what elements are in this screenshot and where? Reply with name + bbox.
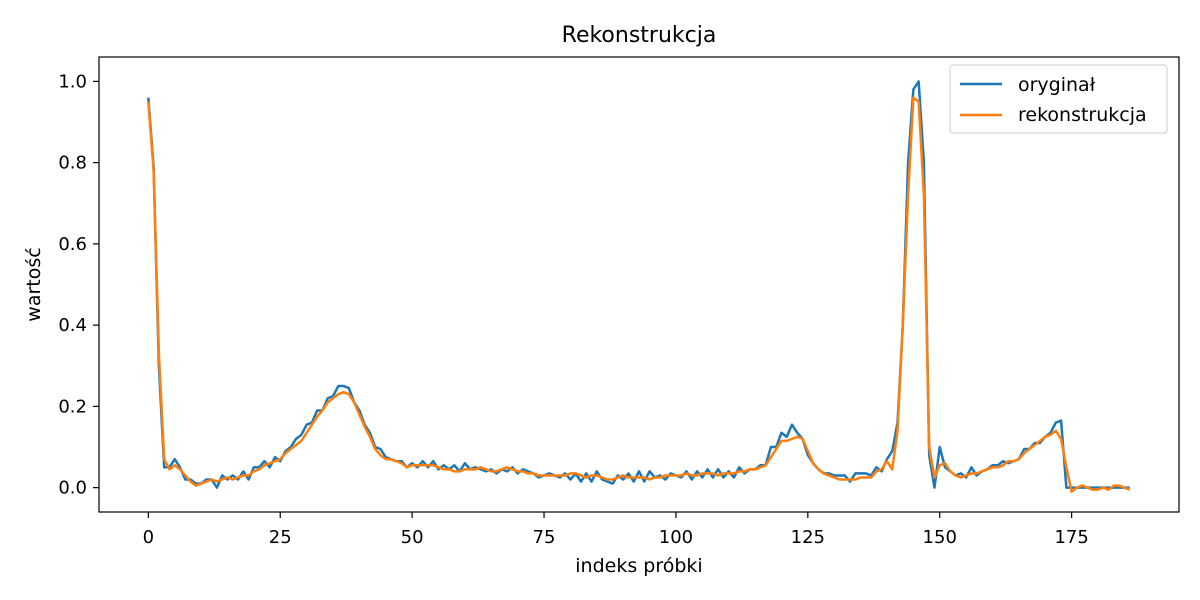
legend-label-oryginal: oryginał bbox=[1018, 74, 1096, 96]
y-tick-label: 0.0 bbox=[58, 478, 87, 499]
legend-label-rekonstrukcja: rekonstrukcja bbox=[1018, 104, 1147, 126]
y-tick-label: 0.8 bbox=[58, 153, 87, 174]
y-tick-label: 0.4 bbox=[58, 315, 87, 336]
x-tick-label: 100 bbox=[659, 527, 693, 548]
y-tick-label: 0.6 bbox=[58, 234, 87, 255]
x-tick-label: 150 bbox=[923, 527, 957, 548]
chart-title: Rekonstrukcja bbox=[562, 23, 717, 48]
series-line-rekonstrukcja bbox=[147, 96, 1131, 493]
plot-area-frame bbox=[98, 56, 1180, 513]
x-tick-label: 125 bbox=[791, 527, 825, 548]
y-tick-label: 0.2 bbox=[58, 396, 87, 417]
x-axis-label: indeks próbki bbox=[575, 555, 702, 577]
ticks-layer: 0 25 50 75 100 125 150 175 0.0 0.2 0.4 0.6 0.8 1.0 bbox=[58, 71, 1088, 548]
x-tick-label: 0 bbox=[143, 527, 154, 548]
x-tick-label: 50 bbox=[401, 527, 424, 548]
legend-box bbox=[949, 64, 1168, 134]
x-tick-label: 175 bbox=[1054, 527, 1088, 548]
legend: oryginał rekonstrukcja bbox=[949, 64, 1168, 134]
y-axis-label: wartość bbox=[23, 247, 45, 321]
y-tick-label: 1.0 bbox=[58, 71, 87, 92]
lines-layer bbox=[147, 80, 1131, 493]
x-tick-label: 75 bbox=[533, 527, 556, 548]
x-tick-label: 25 bbox=[269, 527, 292, 548]
